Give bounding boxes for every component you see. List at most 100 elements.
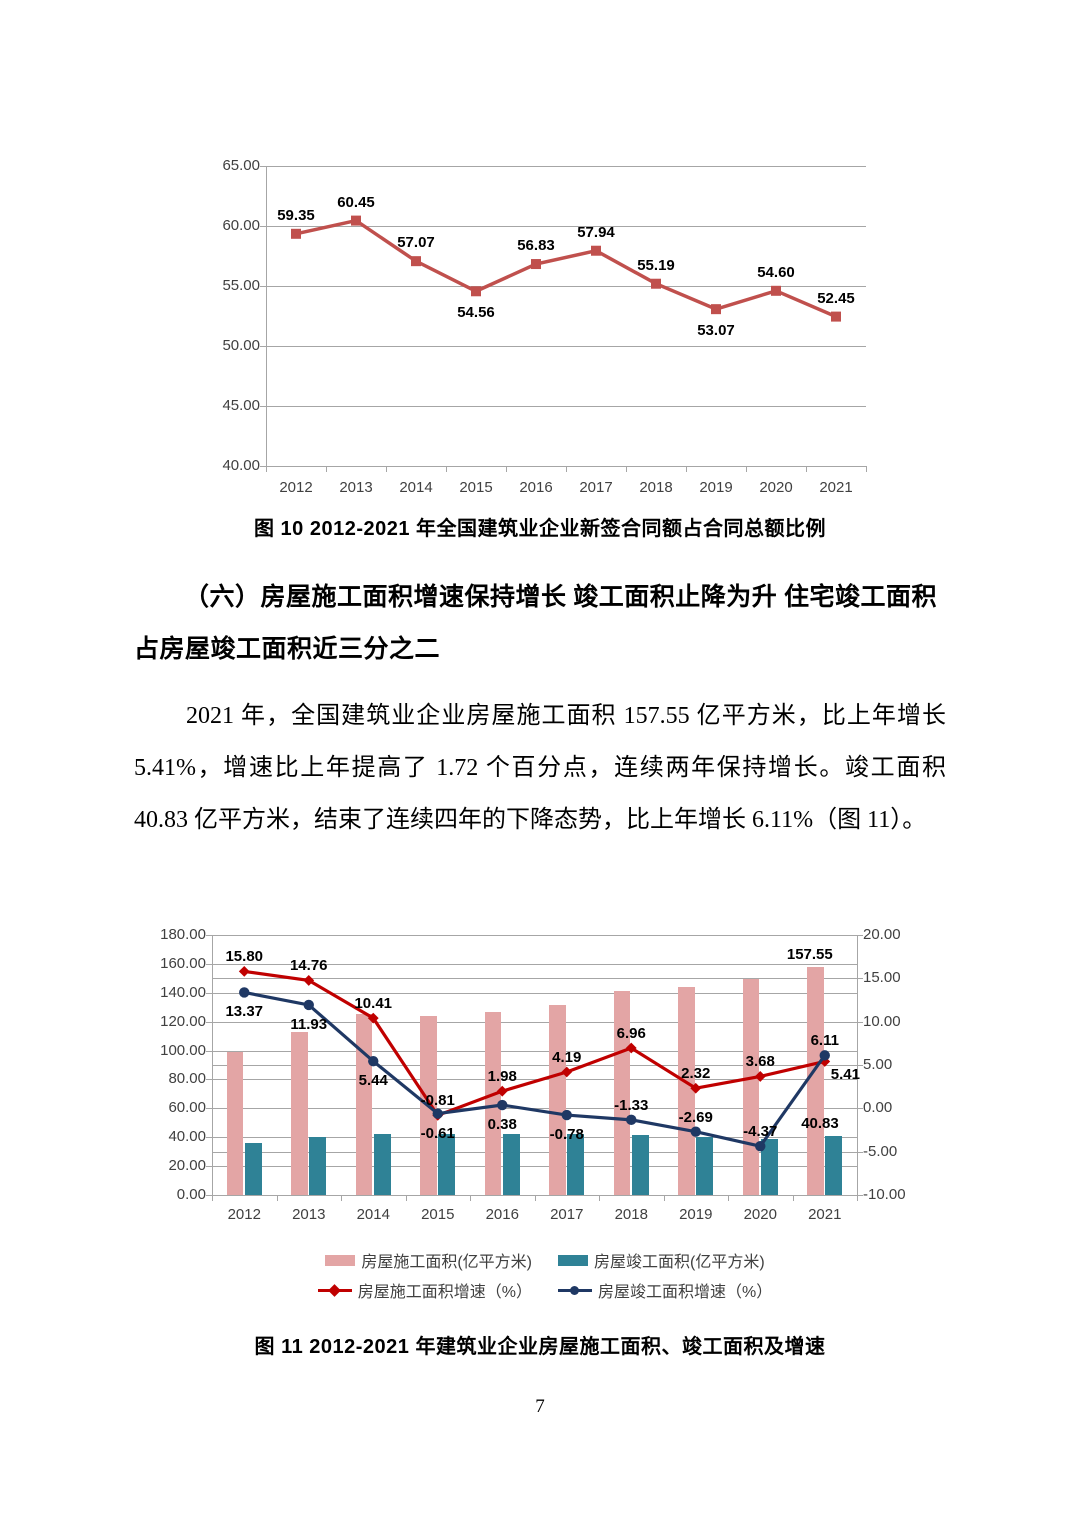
y-axis-left-tick-label: 180.00 — [160, 926, 206, 943]
y-axis-right-tick-label: -5.00 — [863, 1142, 898, 1160]
legend-line-swatch — [317, 1284, 352, 1297]
x-axis-tickmark — [446, 466, 447, 472]
data-label: 60.45 — [337, 193, 375, 211]
data-label: -4.37 — [743, 1123, 778, 1141]
y-axis-left-tick-label: 100.00 — [160, 1041, 206, 1059]
data-label: 3.68 — [745, 1053, 775, 1071]
x-axis-tick-label: 2018 — [639, 479, 673, 496]
legend-item: 房屋竣工面积(亿平方米) — [558, 1248, 765, 1272]
y-axis-left-line — [212, 935, 213, 1195]
bar-data-label: 157.55 — [786, 946, 833, 964]
data-point-marker — [561, 1066, 573, 1078]
y-axis-left-tickmark — [206, 1050, 212, 1052]
x-axis-tick-label: 2015 — [421, 1206, 455, 1223]
data-label: -1.33 — [614, 1096, 649, 1114]
x-axis-tick-label: 2019 — [679, 1206, 713, 1223]
x-axis-tickmark — [341, 1195, 342, 1201]
gridline — [266, 406, 866, 407]
data-point-marker — [291, 228, 301, 239]
data-label: 59.35 — [277, 206, 315, 224]
y-axis-right-tickmark — [857, 1195, 863, 1196]
data-label: -0.61 — [420, 1124, 455, 1142]
data-point-marker — [432, 1108, 443, 1119]
x-axis-tickmark — [866, 466, 867, 472]
legend-label: 房屋竣工面积增速（%） — [598, 1284, 773, 1301]
legend-line-swatch — [558, 1284, 592, 1296]
y-axis-left-tick-label: 140.00 — [160, 983, 206, 1001]
gridline — [212, 1151, 857, 1153]
data-label: 6.11 — [810, 1032, 839, 1050]
bar-data-label: 40.83 — [801, 1115, 839, 1133]
data-label: 5.41 — [830, 1066, 860, 1084]
legend-label: 房屋竣工面积(亿平方米) — [594, 1254, 765, 1271]
bar-completed-area — [438, 1134, 456, 1195]
data-label: 54.56 — [457, 304, 495, 322]
data-label: 57.07 — [397, 234, 435, 252]
data-point-marker — [690, 1082, 702, 1094]
y-axis-left-tick-label: 160.00 — [160, 954, 206, 972]
gridline — [212, 1050, 857, 1052]
x-axis-tick-label: 2020 — [743, 1206, 777, 1223]
figure-11-plot-area: 0.00 20.00 40.00 60.00 80.00 100.00 120.00 140.… — [160, 927, 905, 1222]
legend-label: 房屋施工面积增速（%） — [357, 1284, 532, 1301]
bar-construction-area — [355, 1014, 373, 1195]
bar-construction-area — [613, 991, 631, 1195]
y-axis-left-tickmark — [206, 963, 212, 965]
data-label: 0.38 — [487, 1116, 517, 1134]
y-axis-tickmark — [260, 346, 266, 347]
bar-completed-area — [696, 1136, 714, 1195]
x-axis-tick-label: 2021 — [808, 1206, 842, 1223]
page-number: 7 — [535, 1396, 545, 1417]
figure-10-chart: 40.00 45.00 50.00 55.00 60.00 65.00 2012 2013 20… — [196, 150, 886, 495]
y-axis-right-tickmark — [857, 1021, 863, 1023]
x-axis-tickmark — [506, 466, 507, 472]
x-axis-tickmark — [806, 466, 807, 472]
data-point-marker — [561, 1109, 572, 1121]
bar-construction-area — [807, 967, 824, 1195]
legend-item: 房屋施工面积增速（%） — [317, 1278, 532, 1302]
figure-10-plot-area: 40.00 45.00 50.00 55.00 60.00 65.00 2012 2013 20… — [222, 158, 867, 495]
data-point-marker — [819, 1056, 831, 1067]
y-axis-tick-label: 55.00 — [222, 277, 260, 294]
data-label: 11.93 — [290, 1015, 328, 1033]
data-point-marker — [496, 1085, 508, 1097]
x-axis-tickmark — [728, 1195, 729, 1201]
y-axis-tickmark — [260, 286, 266, 287]
figure-10-series-line — [291, 215, 841, 322]
y-axis-right-tickmark — [857, 978, 863, 980]
x-axis-tickmark — [405, 1195, 407, 1201]
data-point-marker — [626, 1114, 637, 1126]
legend-row: 房屋施工面积(亿平方米) 房屋竣工面积(亿平方米) — [150, 1248, 940, 1272]
x-axis-tick-label: 2016 — [485, 1206, 519, 1223]
gridline — [212, 963, 857, 965]
x-axis-tickmark — [663, 1195, 665, 1201]
x-axis-tickmark — [276, 1195, 278, 1201]
gridline — [212, 1021, 857, 1023]
data-label: -0.81 — [420, 1092, 455, 1110]
figure-11-caption: 图 11 2012-2021 年建筑业企业房屋施工面积、竣工面积及增速 — [254, 1336, 826, 1358]
y-axis-left-tickmark — [206, 935, 212, 936]
bar-construction-area — [742, 979, 760, 1195]
bar-completed-area — [631, 1135, 649, 1195]
y-axis-tick-label: 50.00 — [222, 337, 260, 354]
gridline — [266, 226, 866, 227]
x-axis-tick-label: 2016 — [519, 479, 553, 496]
data-point-marker — [690, 1126, 701, 1137]
y-axis-left-tick-label: 60.00 — [168, 1099, 206, 1117]
x-axis-tickmark — [792, 1195, 794, 1201]
gridline — [212, 992, 857, 994]
y-axis-left-tickmark — [206, 1108, 212, 1110]
y-axis-tick-label: 60.00 — [222, 217, 260, 234]
y-axis-left-tickmark — [206, 1021, 212, 1023]
gridline — [212, 978, 857, 980]
x-axis-tickmark — [534, 1195, 536, 1201]
data-point-marker — [497, 1099, 508, 1111]
x-axis-tickmark — [746, 466, 747, 472]
y-axis-tickmark — [260, 166, 266, 167]
data-point-marker — [303, 999, 314, 1011]
x-axis-tickmark — [857, 1195, 858, 1201]
data-label: 4.19 — [552, 1049, 582, 1067]
data-label: -2.69 — [678, 1108, 713, 1126]
y-axis-line — [266, 166, 267, 466]
